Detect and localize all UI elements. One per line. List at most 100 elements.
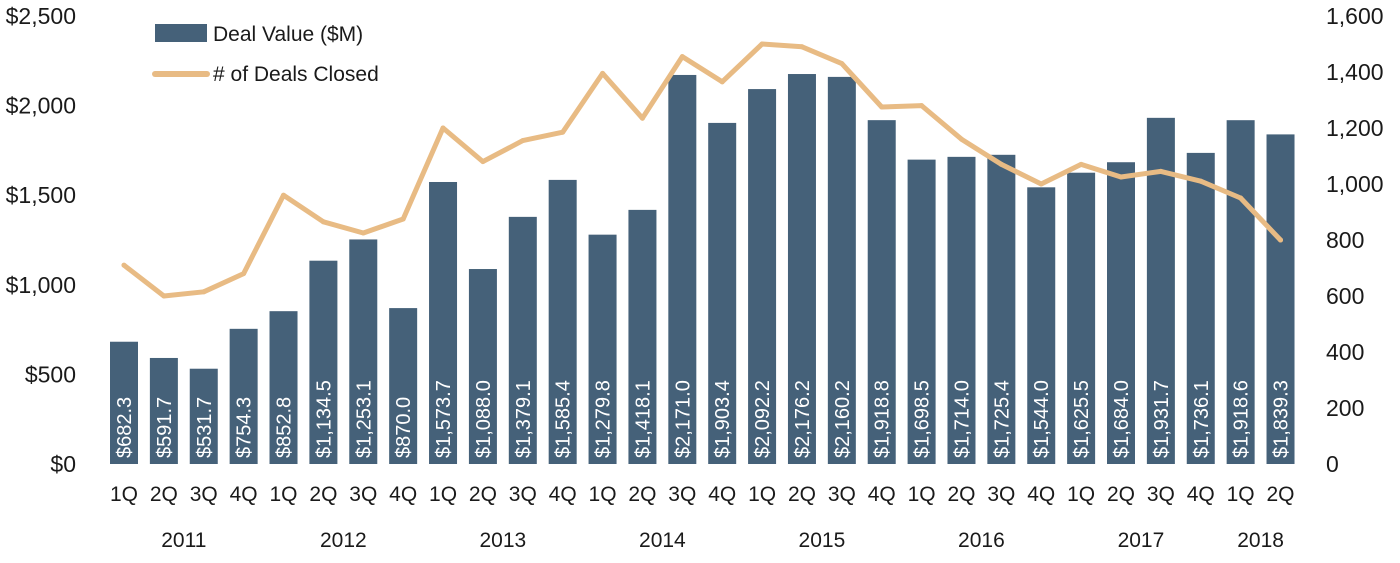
deals-closed-point <box>241 271 247 277</box>
deal-value-bar <box>1027 187 1056 465</box>
bar-value-label: $1,684.0 <box>1111 380 1133 458</box>
quarter-label: 2Q <box>947 483 975 506</box>
deal-value-bar <box>269 311 298 464</box>
bar-value-label: $1,573.7 <box>433 380 455 458</box>
quarter-label: 4Q <box>708 483 736 506</box>
right-axis-tick-label: 200 <box>1326 395 1364 421</box>
quarter-label: 3Q <box>1147 483 1175 506</box>
quarter-label: 1Q <box>1227 483 1255 506</box>
bar-value-label: $2,171.0 <box>672 380 694 458</box>
deals-closed-point <box>679 54 685 60</box>
quarter-label: 3Q <box>509 483 537 506</box>
bar-value-labels: $682.3 $591.7 $531.7 $754.3 $852.8 $1,134.5 $1… <box>114 380 1293 458</box>
deals-closed-point <box>759 41 765 47</box>
bar-value-label: $1,918.6 <box>1231 380 1253 458</box>
quarter-label: 1Q <box>270 483 298 506</box>
deals-closed-point <box>839 61 845 67</box>
deals-closed-point <box>161 293 167 299</box>
deals-closed-point <box>1158 168 1164 174</box>
deal-value-bars <box>110 74 1295 465</box>
deals-closed-point <box>1198 178 1204 184</box>
deal-value-bar <box>1107 162 1135 464</box>
deals-closed-point <box>201 289 207 295</box>
deal-value-bar <box>429 181 458 464</box>
deals-closed-point <box>480 159 486 165</box>
quarter-label: 1Q <box>429 483 457 506</box>
bar-value-label: $1,839.3 <box>1271 380 1293 458</box>
deal-value-bar <box>748 89 777 464</box>
deal-value-bar <box>708 122 737 465</box>
deals-closed-point <box>639 115 645 121</box>
year-label: 2011 <box>161 529 206 552</box>
right-axis-tick-label: 800 <box>1326 227 1364 253</box>
deals-closed-point <box>281 192 287 198</box>
bar-value-label: $1,379.1 <box>513 380 535 458</box>
deal-value-bar <box>668 74 697 465</box>
quarter-label: 3Q <box>190 483 218 506</box>
bar-value-label: $1,088.0 <box>473 380 495 458</box>
deals-closed-point <box>1238 195 1244 201</box>
deals-closed-point <box>360 230 366 236</box>
quarter-label: 2Q <box>788 483 816 506</box>
deal-value-bar <box>110 341 138 464</box>
deals-closed-point <box>919 103 925 109</box>
bar-value-label: $1,134.5 <box>313 380 335 458</box>
right-axis-tick-label: 1,400 <box>1326 59 1384 85</box>
deal-value-bar <box>907 159 936 465</box>
deals-closed-line-layer <box>121 41 1284 299</box>
year-label: 2016 <box>958 529 1005 552</box>
quarter-label: 4Q <box>1027 483 1055 506</box>
deal-value-bar <box>787 74 816 464</box>
deal-value-bar <box>548 179 577 465</box>
deal-value-bar <box>309 260 338 464</box>
deal-value-bar <box>1266 134 1295 464</box>
bar-value-label: $1,698.5 <box>912 380 934 458</box>
quarter-label: 2Q <box>150 483 178 506</box>
quarter-label: 2Q <box>1107 483 1135 506</box>
year-label: 2015 <box>799 529 846 552</box>
year-label: 2018 <box>1237 529 1284 552</box>
quarter-label: 1Q <box>589 483 617 506</box>
quarter-label: 1Q <box>908 483 936 506</box>
quarter-label: 2Q <box>1267 483 1295 506</box>
deals-closed-point <box>600 70 606 76</box>
quarter-label: 1Q <box>1067 483 1095 506</box>
deals-closed-point <box>719 79 725 85</box>
legend: Deal Value ($M) # of Deals Closed <box>152 23 379 86</box>
right-axis-tick-label: 600 <box>1326 283 1364 309</box>
left-axis-tick-label: $500 <box>25 361 76 387</box>
deal-value-bar <box>827 76 856 465</box>
bar-value-label: $754.3 <box>234 397 256 458</box>
bar-value-label: $1,279.8 <box>593 380 615 458</box>
left-axis-tick-label: $1,000 <box>6 272 76 298</box>
quarter-label: 2Q <box>628 483 656 506</box>
deal-value-bar <box>628 209 657 464</box>
deal-value-bar <box>349 239 378 464</box>
year-label: 2017 <box>1118 529 1165 552</box>
bar-value-label: $1,903.4 <box>712 380 734 458</box>
legend-label-deals-closed: # of Deals Closed <box>213 63 379 86</box>
deals-closed-point <box>1118 174 1124 180</box>
left-axis-tick-label: $0 <box>50 451 76 477</box>
bar-value-label: $1,725.4 <box>991 380 1013 458</box>
right-axis-tick-label: 0 <box>1326 451 1339 477</box>
deal-value-bar <box>987 154 1016 464</box>
left-y-axis: $0 $500 $1,000 $1,500 $2,000 $2,500 <box>6 3 76 477</box>
deals-closed-point <box>440 125 446 131</box>
deals-closed-point <box>121 262 127 268</box>
deals-closed-point <box>998 161 1004 167</box>
right-axis-tick-label: 1,000 <box>1326 171 1384 197</box>
deal-value-bar <box>149 357 178 464</box>
year-label: 2012 <box>320 529 367 552</box>
quarter-label: 4Q <box>549 483 577 506</box>
quarter-label: 3Q <box>987 483 1015 506</box>
bar-value-label: $1,714.0 <box>951 380 973 458</box>
bar-value-label: $2,092.2 <box>752 380 774 458</box>
deals-closed-point <box>1038 181 1044 187</box>
quarter-label: 1Q <box>110 483 138 506</box>
deals-closed-point <box>958 136 964 142</box>
bar-value-label: $1,625.5 <box>1071 380 1093 458</box>
bar-value-label: $1,736.1 <box>1191 380 1213 458</box>
bar-value-label: $1,253.1 <box>353 380 375 458</box>
